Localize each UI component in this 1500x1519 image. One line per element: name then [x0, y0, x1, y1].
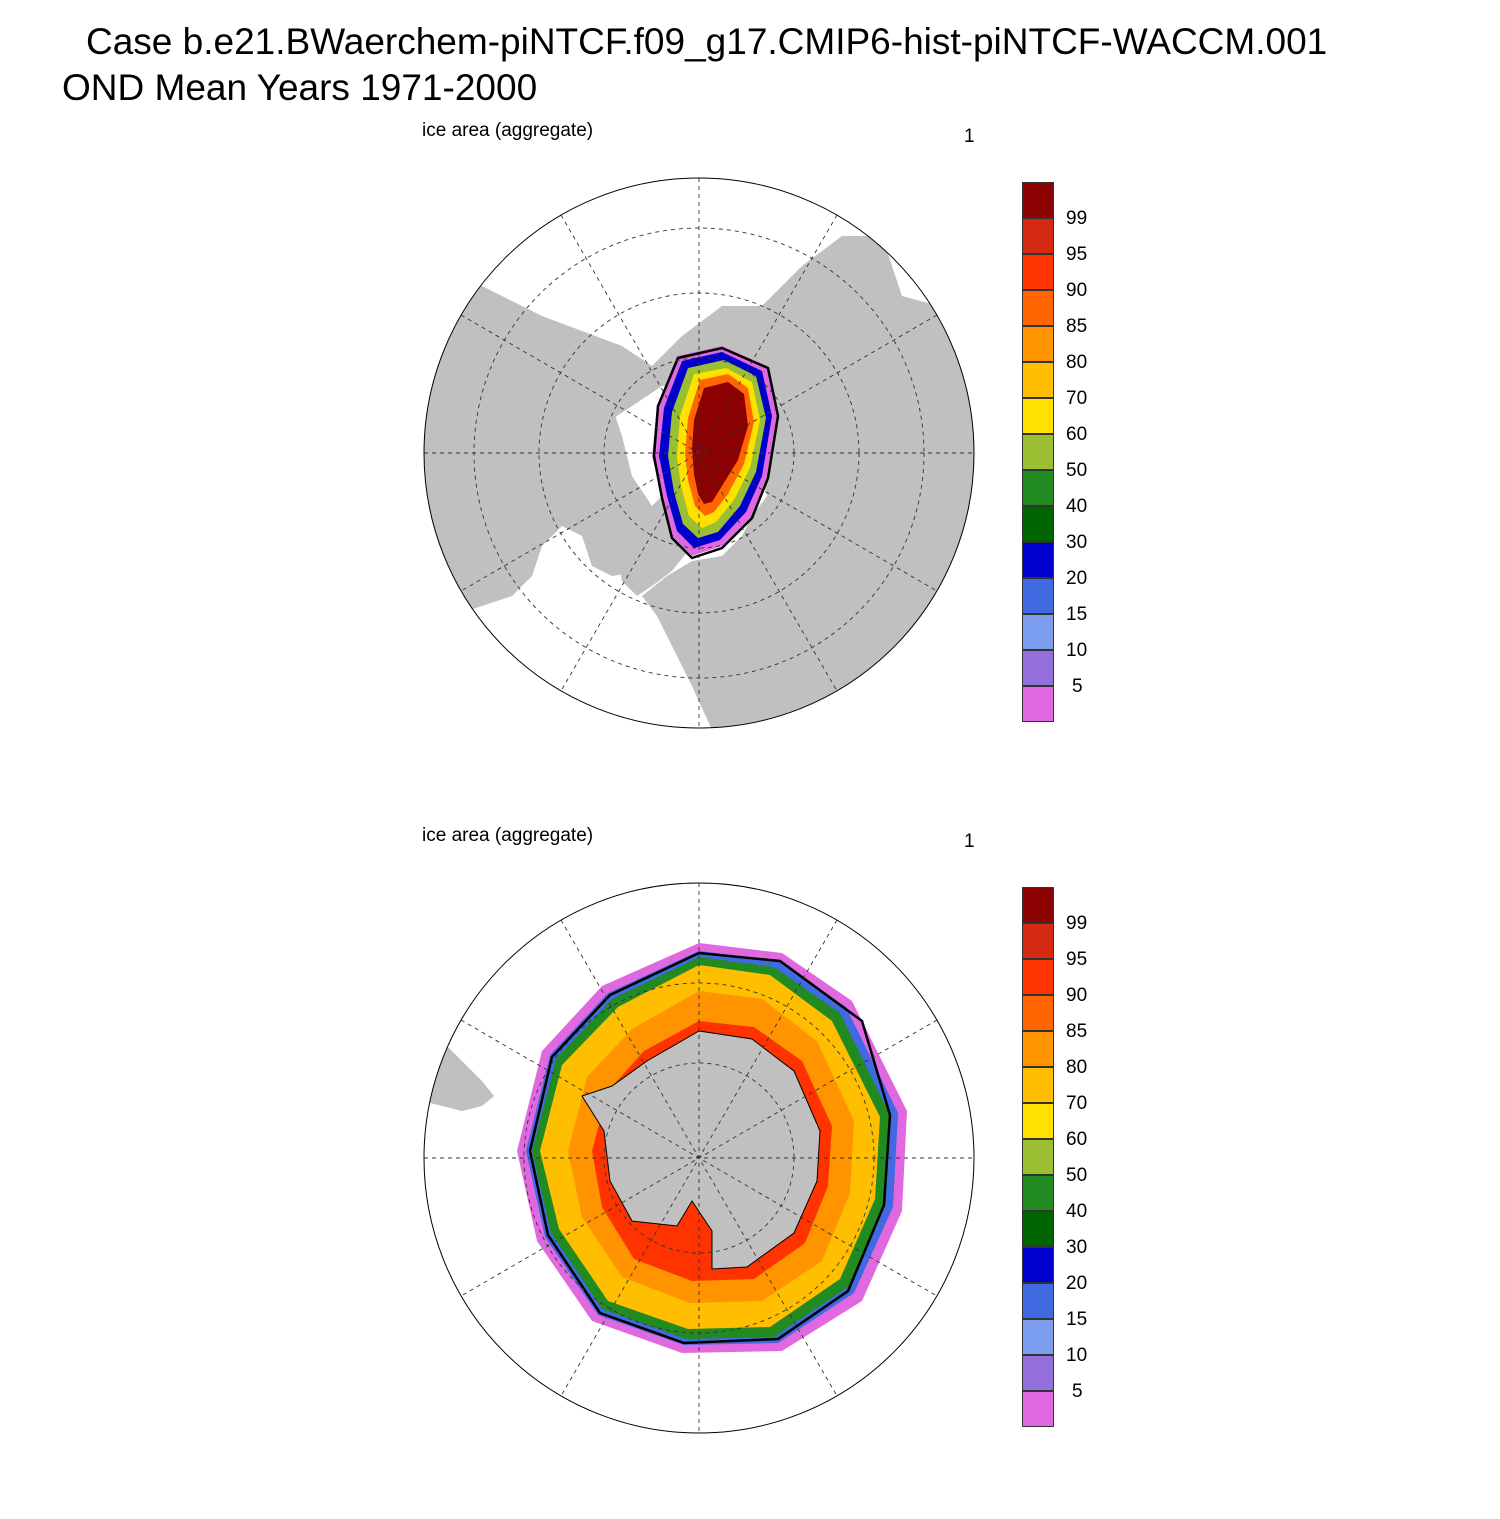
north-colorbar-label: 60 [1066, 424, 1088, 445]
north-colorbar-swatch [1022, 362, 1054, 398]
north-colorbar-swatch [1022, 398, 1054, 434]
north-colorbar-label: 10 [1066, 640, 1088, 661]
south-polar-map [423, 882, 975, 1434]
north-colorbar-label: 30 [1066, 532, 1088, 553]
south-panel-variable-label: ice area (aggregate) [422, 825, 594, 846]
north-colorbar-swatch [1022, 182, 1054, 218]
south-colorbar: 99 95 90 85 80 70 60 50 40 30 20 15 10 5 [1022, 887, 1112, 1427]
north-panel-variable-label: ice area (aggregate) [422, 120, 594, 141]
south-colorbar-label: 70 [1066, 1093, 1088, 1114]
north-colorbar-swatch [1022, 290, 1054, 326]
north-colorbar-label: 95 [1066, 244, 1088, 265]
north-colorbar-swatch [1022, 614, 1054, 650]
north-colorbar-swatch [1022, 578, 1054, 614]
south-colorbar-swatch [1022, 1319, 1054, 1355]
north-colorbar-swatch [1022, 254, 1054, 290]
north-colorbar-swatch [1022, 650, 1054, 686]
north-colorbar-label: 90 [1066, 280, 1088, 301]
south-colorbar-swatch [1022, 1139, 1054, 1175]
south-colorbar-swatch [1022, 887, 1054, 923]
south-colorbar-label: 30 [1066, 1237, 1088, 1258]
north-land-canadian-islands [587, 466, 632, 511]
title-line-1: Case b.e21.BWaerchem-piNTCF.f09_g17.CMIP… [86, 21, 1328, 62]
north-observed-ice-edge [652, 346, 780, 560]
south-panel: ice area (aggregate) 1 [0, 815, 1500, 1519]
south-colorbar-label: 10 [1066, 1345, 1088, 1366]
north-ice-band-99 [692, 382, 748, 504]
north-colorbar-swatch [1022, 434, 1054, 470]
south-colorbar-label: 80 [1066, 1057, 1088, 1078]
north-colorbar-label: 85 [1066, 316, 1088, 337]
north-colorbar-swatch [1022, 326, 1054, 362]
south-colorbar-swatch [1022, 1283, 1054, 1319]
title-line-2: OND Mean Years 1971-2000 [62, 67, 538, 108]
south-colorbar-swatch [1022, 1067, 1054, 1103]
north-colorbar-swatch [1022, 506, 1054, 542]
north-colorbar-label: 20 [1066, 568, 1088, 589]
north-colorbar: 99 95 90 85 80 70 60 50 40 30 20 15 10 5 [1022, 182, 1112, 722]
south-colorbar-label: 90 [1066, 985, 1088, 1006]
south-colorbar-swatch [1022, 1031, 1054, 1067]
north-colorbar-label: 80 [1066, 352, 1088, 373]
north-colorbar-swatch [1022, 686, 1054, 722]
north-polar-map [423, 177, 975, 729]
south-observed-ice-edge [528, 951, 892, 1345]
south-land-antarctica [581, 1030, 821, 1270]
south-colorbar-label: 99 [1066, 913, 1088, 934]
south-colorbar-label: 85 [1066, 1021, 1088, 1042]
north-colorbar-swatch [1022, 542, 1054, 578]
north-colorbar-label: 70 [1066, 388, 1088, 409]
south-colorbar-swatch [1022, 1391, 1054, 1427]
south-colorbar-swatch [1022, 959, 1054, 995]
north-land-america [424, 296, 672, 636]
south-colorbar-swatch [1022, 1355, 1054, 1391]
north-panel: ice area (aggregate) 1 [0, 110, 1500, 814]
south-colorbar-swatch [1022, 923, 1054, 959]
south-colorbar-swatch [1022, 1175, 1054, 1211]
south-colorbar-swatch [1022, 1103, 1054, 1139]
south-colorbar-label: 5 [1072, 1381, 1083, 1402]
south-colorbar-label: 95 [1066, 949, 1088, 970]
north-colorbar-label: 5 [1072, 676, 1083, 697]
south-colorbar-swatch [1022, 995, 1054, 1031]
south-colorbar-label: 60 [1066, 1129, 1088, 1150]
south-colorbar-swatch [1022, 1247, 1054, 1283]
south-colorbar-label: 40 [1066, 1201, 1088, 1222]
north-colorbar-label: 99 [1066, 208, 1088, 229]
south-colorbar-label: 15 [1066, 1309, 1088, 1330]
north-colorbar-swatch [1022, 218, 1054, 254]
north-colorbar-swatch [1022, 470, 1054, 506]
south-panel-index-label: 1 [964, 831, 975, 852]
north-colorbar-label: 40 [1066, 496, 1088, 517]
north-colorbar-label: 15 [1066, 604, 1088, 625]
north-colorbar-label: 50 [1066, 460, 1088, 481]
south-colorbar-swatch [1022, 1211, 1054, 1247]
south-colorbar-label: 50 [1066, 1165, 1088, 1186]
south-colorbar-label: 20 [1066, 1273, 1088, 1294]
north-panel-index-label: 1 [964, 126, 975, 147]
